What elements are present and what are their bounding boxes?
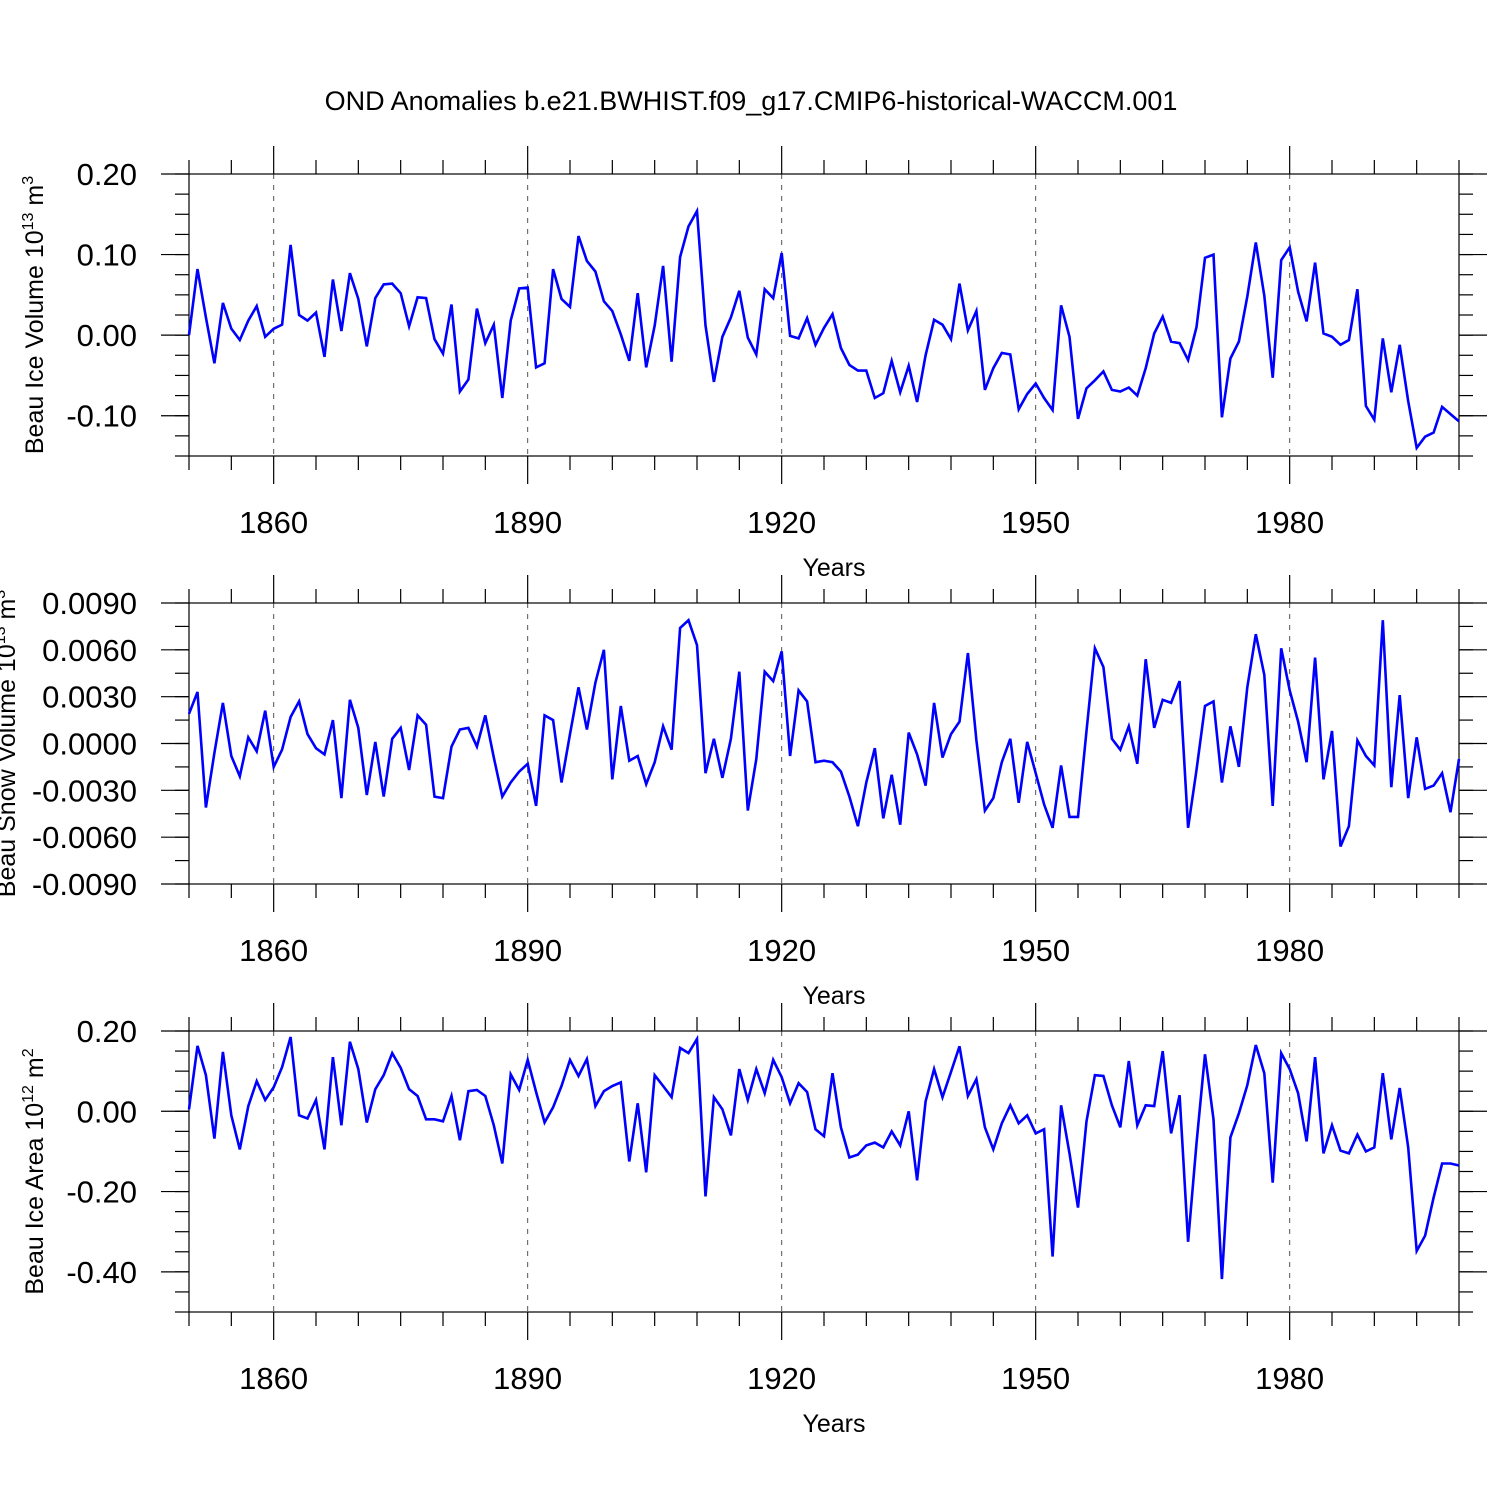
- y-axis-title: Beau Ice Area 1012 m2: [20, 1048, 49, 1294]
- x-tick-label: 1860: [239, 933, 308, 968]
- y-tick-label: 0.00: [77, 318, 137, 353]
- y-tick-label: 0.0090: [42, 586, 137, 621]
- y-tick-label: 0.0030: [42, 680, 137, 715]
- x-axis-title: Years: [802, 1410, 865, 1438]
- x-tick-label: 1920: [747, 505, 816, 540]
- y-tick-label: 0.0000: [42, 727, 137, 762]
- y-axis-title: Beau Snow Volume 1013 m3: [0, 590, 21, 898]
- plot-frame: [188, 173, 1460, 457]
- x-tick-label: 1860: [239, 1361, 308, 1396]
- y-axis-title: Beau Ice Volume 1013 m3: [20, 176, 49, 454]
- y-tick-label: -0.0090: [32, 867, 137, 902]
- y-tick-label: 0.0060: [42, 633, 137, 668]
- x-tick-label: 1980: [1255, 933, 1324, 968]
- y-tick-label: 0.00: [77, 1094, 137, 1129]
- y-tick-label: -0.0060: [32, 820, 137, 855]
- y-tick-label: -0.40: [66, 1255, 137, 1290]
- x-tick-label: 1950: [1001, 1361, 1070, 1396]
- series-line: [187, 206, 1460, 452]
- panel-ice-area: 0.20 0.00 -0.20 -0.40 1860 1890 1920 1950 1980 Ye…: [20, 1003, 1487, 1438]
- series-line: [187, 617, 1461, 847]
- x-axis-title: Years: [802, 982, 865, 1010]
- x-tick-label: 1950: [1001, 505, 1070, 540]
- x-tick-label: 1920: [747, 933, 816, 968]
- x-tick-label: 1950: [1001, 933, 1070, 968]
- y-tick-label: -0.10: [66, 399, 137, 434]
- y-tick-label: 0.10: [77, 238, 137, 273]
- x-tick-label: 1860: [239, 505, 308, 540]
- x-tick-label: 1920: [747, 1361, 816, 1396]
- plot-frame: [188, 602, 1460, 885]
- series-line: [187, 1034, 1460, 1280]
- panel-snow-volume: 0.0090 0.0060 0.0030 0.0000 -0.0030 -0.0060 -0…: [0, 575, 1487, 1010]
- x-tick-label: 1890: [493, 1361, 562, 1396]
- chart-title: OND Anomalies b.e21.BWHIST.f09_g17.CMIP6…: [325, 86, 1178, 116]
- x-tick-label: 1890: [493, 933, 562, 968]
- x-tick-label: 1890: [493, 505, 562, 540]
- panel-ice-volume: 0.20 0.10 0.00 -0.10 1860 1890 1920 1950 1980 Yea…: [20, 146, 1487, 582]
- y-tick-label: -0.0030: [32, 773, 137, 808]
- x-tick-label: 1980: [1255, 505, 1324, 540]
- y-tick-label: -0.20: [66, 1175, 137, 1210]
- y-tick-label: 0.20: [77, 1014, 137, 1049]
- y-tick-label: 0.20: [77, 157, 137, 192]
- x-tick-label: 1980: [1255, 1361, 1324, 1396]
- x-axis-title: Years: [802, 554, 865, 582]
- plot-frame: [188, 1030, 1460, 1313]
